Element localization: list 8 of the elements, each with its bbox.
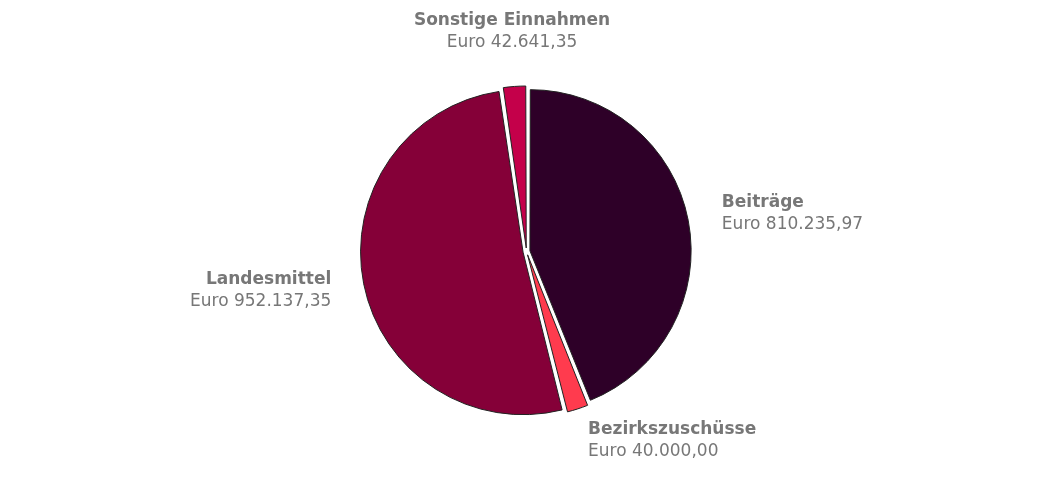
data-label: Euro 40.000,00 [588,440,719,461]
slice-label: Sonstige Einnahmen [413,9,611,30]
slice-label: Bezirkszuschüsse [588,418,757,439]
data-label: Euro 810.235,97 [721,213,864,234]
slice-label: Landesmittel [205,267,332,288]
data-label: Euro 42.641,35 [446,31,578,52]
slice-label: Beiträge [721,191,804,212]
data-label: Euro 952.137,35 [190,289,332,310]
